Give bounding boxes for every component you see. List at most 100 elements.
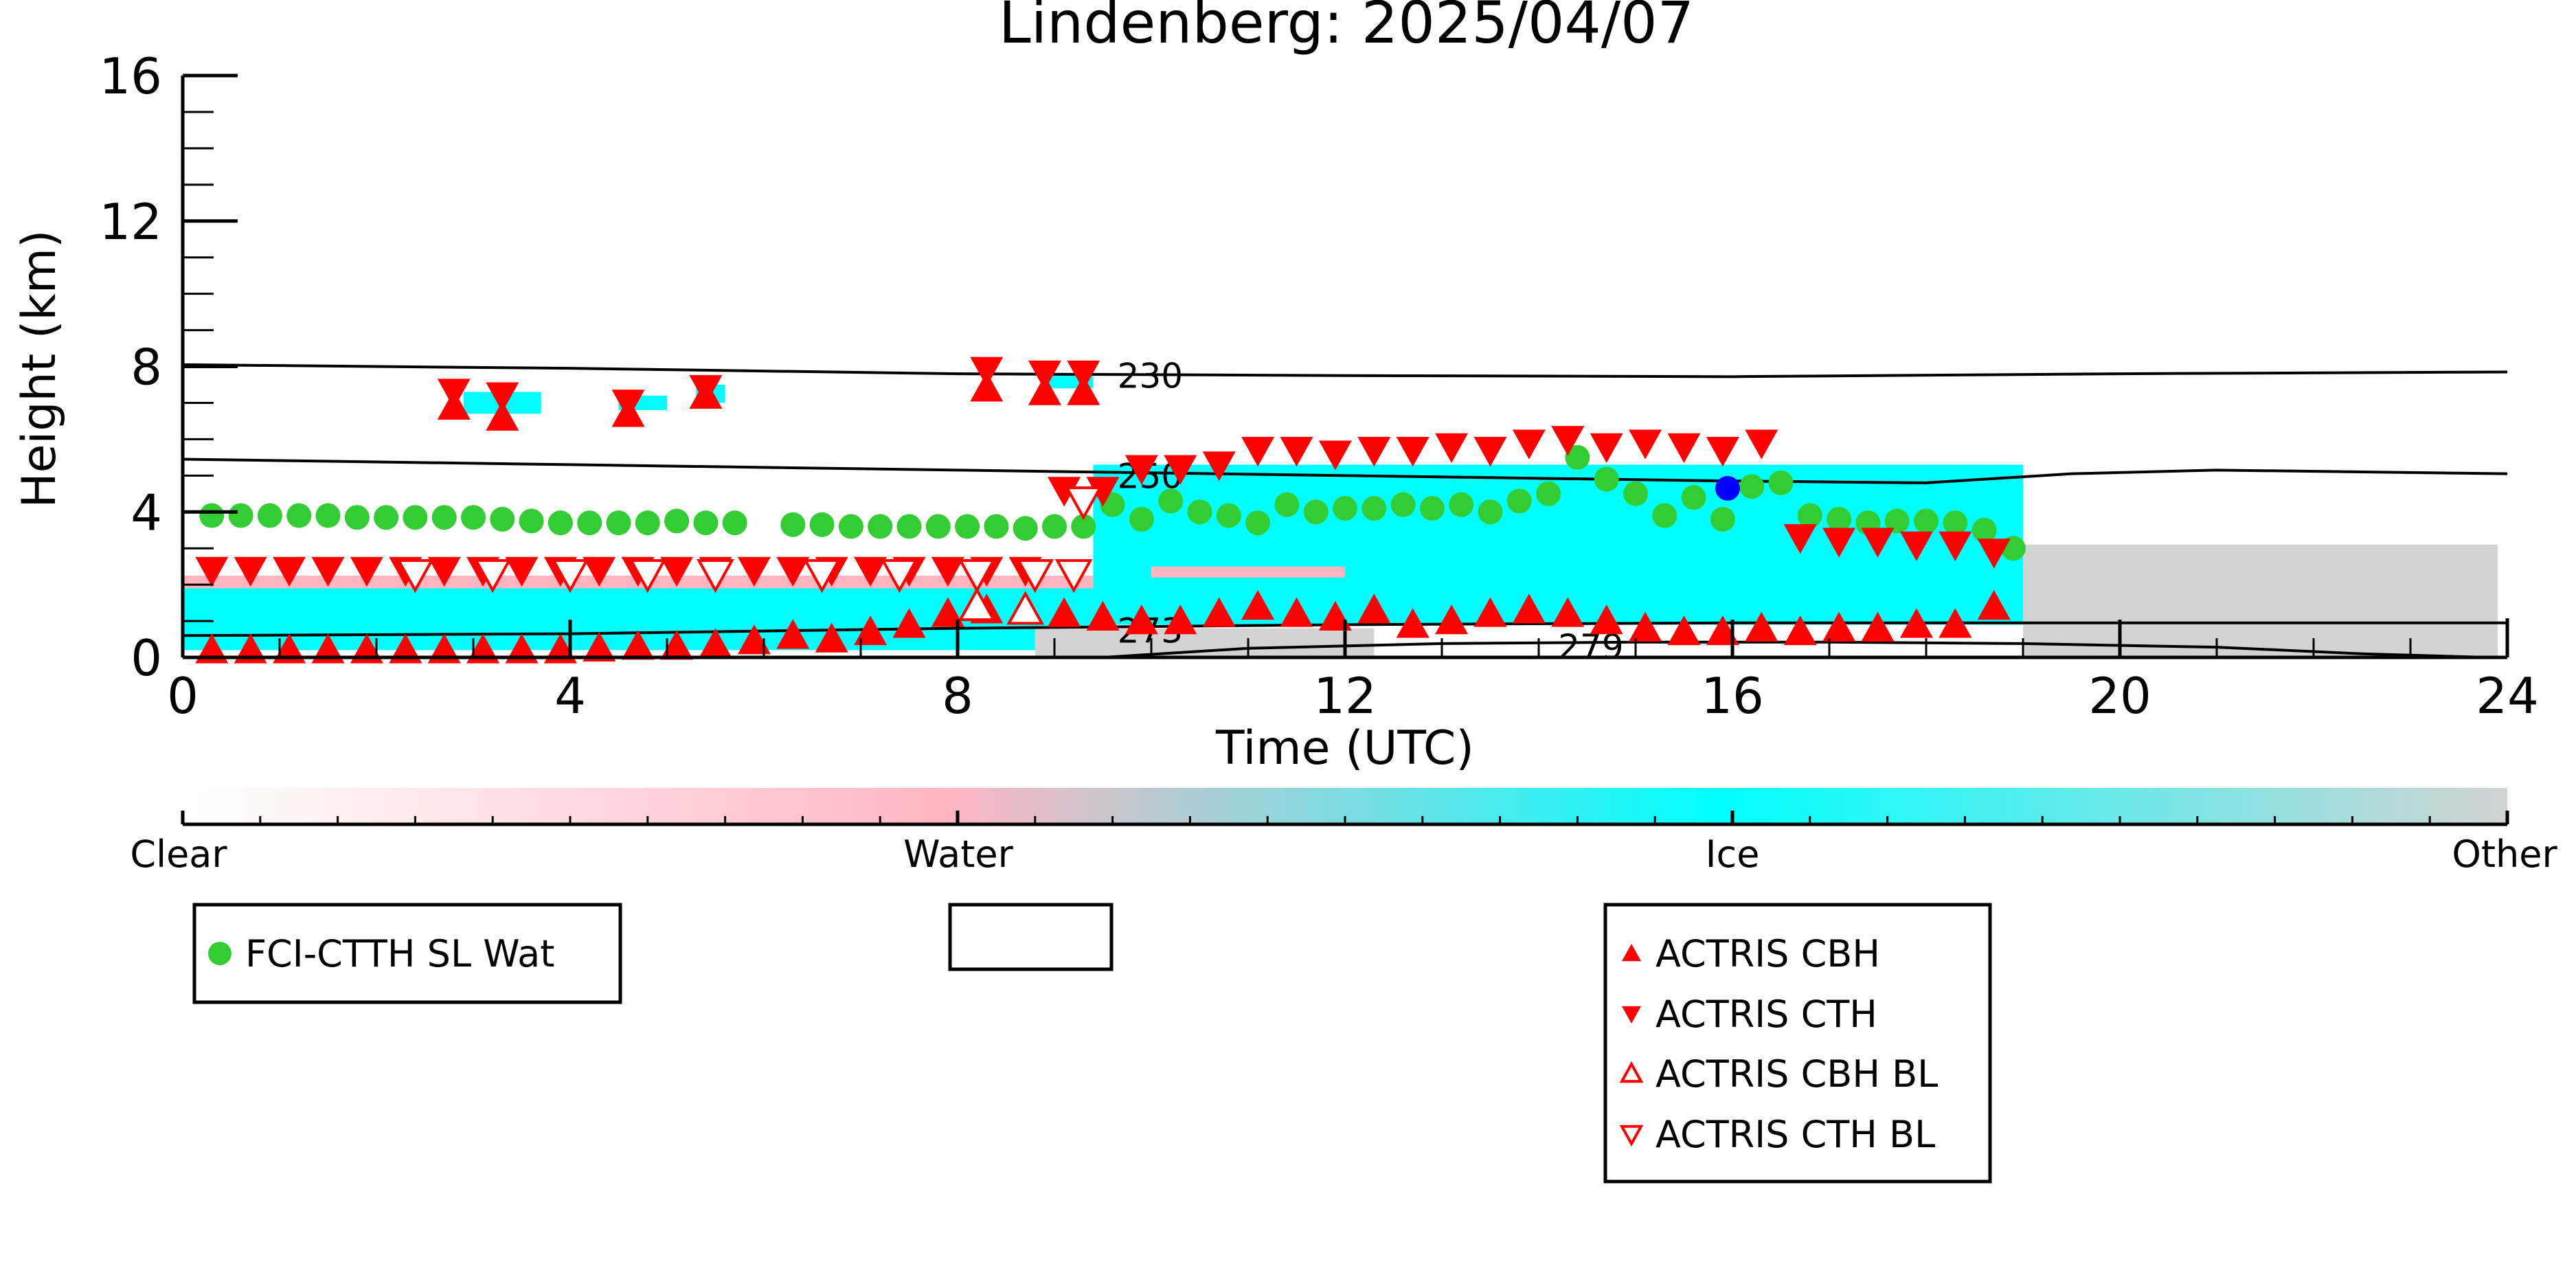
marker-actris-cth-bl <box>697 559 734 594</box>
marker-actris-cth <box>1783 524 1817 554</box>
marker-actris-cbh <box>1667 615 1701 646</box>
marker-fci-ctth-sl-wat <box>547 510 573 536</box>
marker-actris-cth <box>1435 433 1469 463</box>
marker-actris-cth <box>1629 429 1662 460</box>
marker-fci-ctth-sl-wat <box>315 503 341 528</box>
marker-actris-cbh <box>1241 589 1275 620</box>
marker-actris-cbh <box>1783 615 1817 646</box>
legend-marker-actris-cth <box>1622 1006 1641 1024</box>
marker-actris-cbh <box>776 619 810 649</box>
marker-actris-cth-bl <box>473 559 512 594</box>
marker-actris-cbh <box>1899 608 1933 638</box>
y-tick-label: 4 <box>131 484 162 541</box>
marker-actris-cth <box>611 389 645 420</box>
isotherm-230 <box>183 363 2507 379</box>
chart-title: Lindenberg: 2025/04/07 <box>999 0 1694 56</box>
marker-actris-cth-bl <box>1016 559 1054 594</box>
marker-fci-ctth-sl-wat <box>344 505 370 530</box>
marker-actris-cth <box>1396 437 1430 467</box>
marker-fci-ctth-sl-wat <box>1914 508 1939 534</box>
marker-fci-ctth-sl-wat <box>257 503 282 528</box>
legend-marker-actris-cbh <box>1622 944 1641 962</box>
marker-actris-cth <box>1357 437 1391 467</box>
marker-actris-cth <box>1028 360 1061 391</box>
legend-actris: ACTRIS CBH ACTRIS CTH ACTRIS CBH BL ACTR… <box>1603 903 1992 1184</box>
marker-actris-cth <box>689 375 723 405</box>
colorbar-label-ice: Ice <box>1706 833 1760 876</box>
marker-fci-ctth-sl-wat <box>228 503 253 528</box>
marker-actris-cth <box>1745 429 1778 460</box>
marker-actris-cth <box>660 556 694 587</box>
y-tick-label: 8 <box>131 339 162 396</box>
marker-actris-cth-bl <box>881 559 918 594</box>
marker-actris-cth <box>583 556 616 587</box>
marker-fci-ctth-sl-wat <box>431 505 457 530</box>
marker-actris-cth <box>437 379 471 409</box>
marker-fci-ctth-sl-wat <box>1303 499 1329 525</box>
marker-actris-cth <box>1280 437 1313 467</box>
marker-actris-cth <box>1551 426 1585 456</box>
marker-fci-ctth-sl-wat <box>1827 506 1852 532</box>
legend-marker-actris-cbh-bl <box>1619 1061 1644 1083</box>
marker-fci-ctth-sl-wat <box>1797 503 1822 528</box>
marker-actris-cth <box>1899 531 1933 561</box>
marker-actris-cth <box>1590 433 1623 463</box>
marker-actris-cth <box>1067 360 1100 391</box>
cloud-mask-region <box>1035 628 1375 657</box>
legend-marker-fci <box>208 942 231 965</box>
marker-actris-cth-bl <box>958 559 996 594</box>
marker-fci-ctth-sl-wat <box>1971 517 1997 543</box>
legend-fci: FCI-CTTH SL Wat <box>192 903 622 1004</box>
marker-fci-ctth-sl-wat <box>635 510 660 536</box>
y-tick-label: 16 <box>99 47 162 105</box>
marker-actris-cbh <box>1028 375 1061 405</box>
marker-fci-ctth-sl-wat <box>1506 488 1532 514</box>
colorbar-label-clear: Clear <box>130 833 227 876</box>
marker-fci-ctth-sl-wat <box>490 506 515 532</box>
marker-fci-ctth-sl-wat <box>1565 444 1590 470</box>
marker-actris-cbh <box>1473 597 1507 627</box>
marker-actris-cth <box>1086 477 1120 507</box>
marker-fci-ctth-sl-wat <box>1681 485 1706 510</box>
marker-actris-cth <box>1048 477 1081 507</box>
marker-actris-cbh <box>1164 605 1197 635</box>
marker-fci-ctth-sl-wat <box>461 505 486 530</box>
legend-empty <box>948 903 1114 971</box>
marker-fci-ctth-sl-wat <box>896 514 922 539</box>
marker-actris-cth <box>234 556 267 587</box>
x-tick-label: 4 <box>554 667 586 725</box>
marker-actris-cbh <box>931 597 964 627</box>
marker-fci-ctth-sl-wat <box>1013 516 1038 541</box>
legend-marker-actris-cth-bl <box>1619 1125 1644 1147</box>
cloud-mask-region <box>2023 544 2498 657</box>
marker-actris-cbh <box>1202 597 1236 627</box>
marker-actris-cth <box>1939 531 1972 561</box>
marker-fci-ctth-sl-wat <box>664 508 690 534</box>
marker-actris-cth <box>1125 455 1158 485</box>
marker-actris-cth <box>1706 437 1739 467</box>
marker-actris-cth <box>854 556 888 587</box>
x-tick-label: 8 <box>942 667 973 725</box>
marker-actris-cbh <box>1357 594 1391 624</box>
marker-actris-cth <box>195 556 229 587</box>
marker-fci-ctth-sl-wat <box>1739 474 1765 499</box>
marker-actris-cbh <box>854 615 888 646</box>
marker-actris-cth <box>931 556 964 587</box>
marker-fci-ctth-sl-wat <box>1158 488 1184 514</box>
marker-actris-cth-bl <box>629 559 667 594</box>
marker-actris-cbh <box>1629 611 1662 642</box>
legend-label-actris-cbh-bl: ACTRIS CBH BL <box>1656 1052 1938 1096</box>
marker-actris-cth-bl <box>1054 559 1093 594</box>
marker-fci-ctth-sl-wat <box>838 514 863 539</box>
marker-actris-cth <box>737 556 771 587</box>
marker-actris-cbh <box>1512 594 1546 624</box>
marker-actris-cbh <box>1396 608 1430 638</box>
marker-actris-cth <box>1473 437 1507 467</box>
marker-actris-cbh <box>1048 597 1081 627</box>
marker-actris-cbh <box>1822 611 1856 642</box>
marker-actris-cth <box>1164 455 1197 485</box>
marker-actris-cth <box>505 556 539 587</box>
legend-label-fci: FCI-CTTH SL Wat <box>245 932 554 975</box>
marker-fci-ctth-sl-wat <box>1390 492 1416 517</box>
